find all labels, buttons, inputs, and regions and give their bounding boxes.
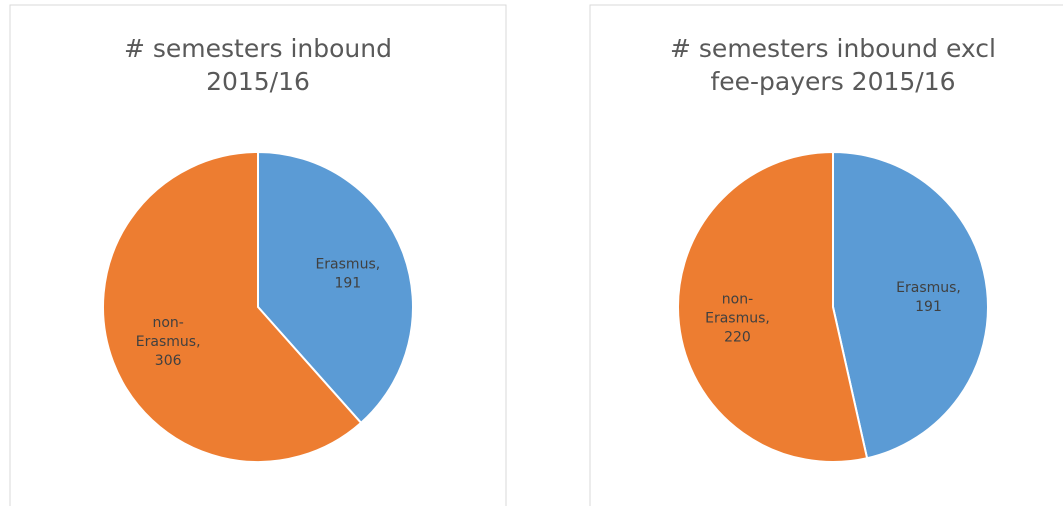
- chart-title: # semesters inbound excl: [670, 34, 996, 63]
- data-label: non-Erasmus, 306: [136, 315, 201, 369]
- chart-title: 2015/16: [206, 67, 310, 96]
- pie-slice: [832, 150, 989, 460]
- data-label: Erasmus, 191: [896, 280, 961, 315]
- data-label: Erasmus, 191: [315, 256, 380, 291]
- pie-slice: [677, 150, 869, 463]
- chart-title: # semesters inbound: [124, 34, 392, 63]
- pie-slice: [102, 150, 363, 463]
- chart-title: fee-payers 2015/16: [710, 67, 955, 96]
- data-label: non-Erasmus, 220: [705, 292, 770, 346]
- pie-slice: [257, 150, 414, 425]
